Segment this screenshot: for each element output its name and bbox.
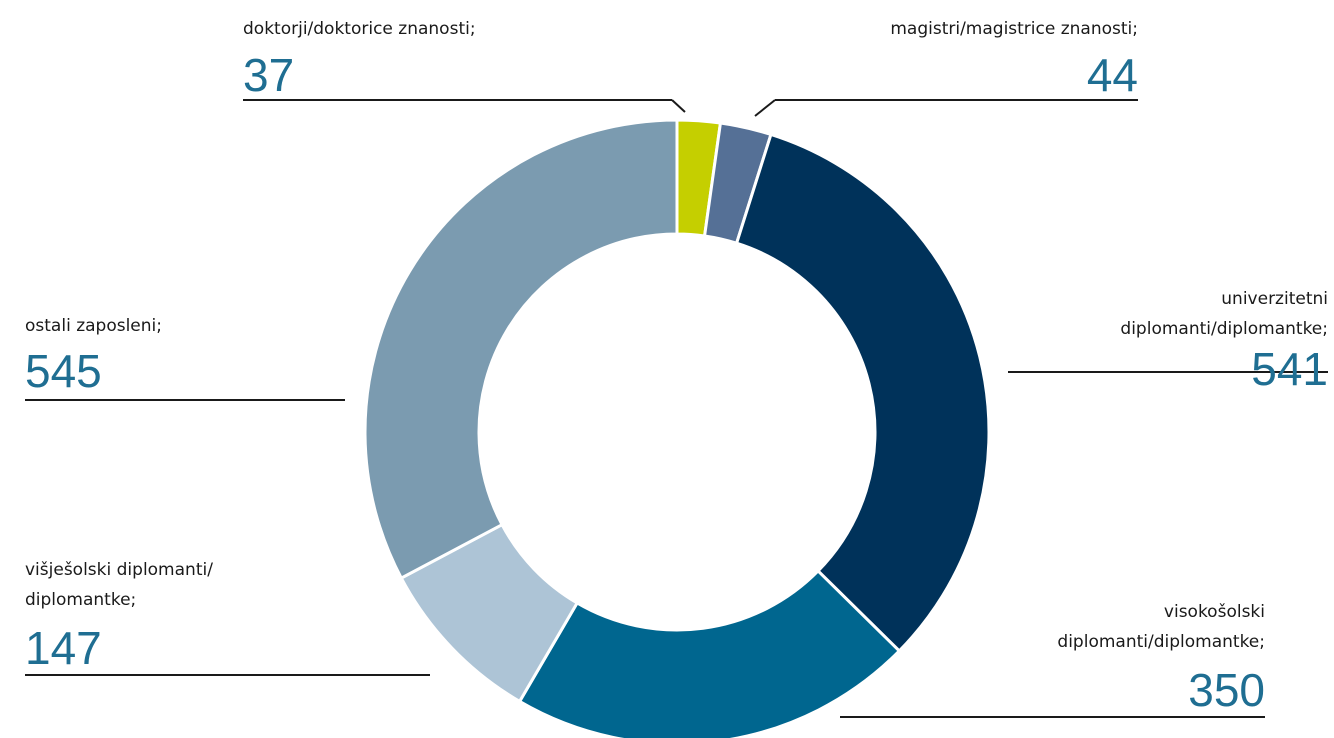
value-label: 44 <box>1086 49 1138 101</box>
value-label: 350 <box>1188 664 1265 716</box>
leader-line <box>754 99 776 117</box>
donut-segment <box>363 118 679 581</box>
leader-line <box>671 99 686 113</box>
donut-segment <box>734 132 991 654</box>
category-label: univerzitetni <box>1221 289 1328 309</box>
value-label: 147 <box>25 622 102 674</box>
category-label: magistri/magistrice znanosti; <box>890 19 1138 39</box>
category-label: doktorji/doktorice znanosti; <box>243 19 476 39</box>
category-label: ostali zaposleni; <box>25 316 162 336</box>
category-label: višješolski diplomanti/ <box>25 560 213 580</box>
donut-segment <box>517 568 902 738</box>
category-label: diplomanti/diplomantke; <box>1057 632 1265 652</box>
value-label: 541 <box>1251 343 1328 395</box>
value-label: 37 <box>243 49 295 101</box>
category-label: diplomanti/diplomantke; <box>1120 319 1328 339</box>
value-label: 545 <box>25 345 102 397</box>
category-label: diplomantke; <box>25 590 137 610</box>
category-label: visokošolski <box>1163 602 1265 622</box>
